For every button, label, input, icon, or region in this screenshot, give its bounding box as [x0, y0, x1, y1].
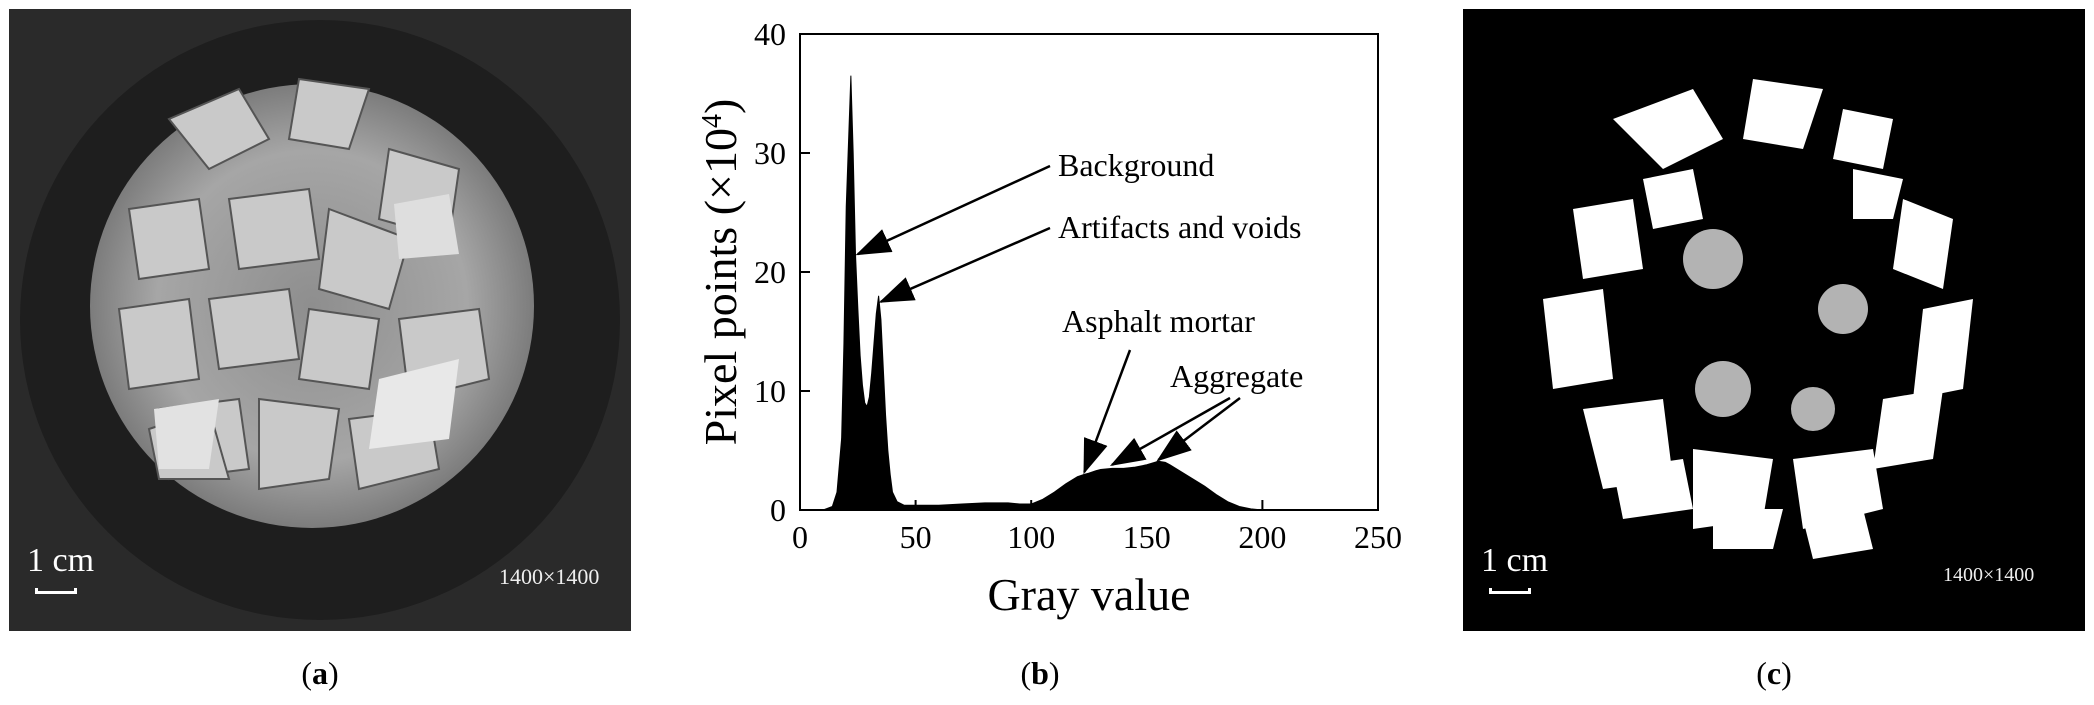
caption-paren: (: [301, 655, 312, 691]
caption-paren: ): [1048, 655, 1060, 691]
x-tick-label: 0: [792, 519, 808, 555]
x-tick-label: 200: [1238, 519, 1286, 555]
caption-letter: b: [1031, 655, 1049, 691]
annotation-label: Aggregate: [1170, 358, 1303, 394]
x-axis-label: Gray value: [987, 569, 1190, 620]
scale-label: 1 cm: [1481, 542, 1549, 579]
annotation-arrow: [1156, 397, 1241, 462]
y-tick-label: 20: [754, 254, 786, 290]
caption-paren: ): [1781, 655, 1792, 691]
caption-letter: a: [312, 655, 328, 691]
x-tick-label: 50: [900, 519, 932, 555]
binary-segmented-image: [1463, 9, 2085, 631]
y-tick-label: 0: [770, 492, 786, 528]
caption-paren: (: [1756, 655, 1767, 691]
x-tick-label: 250: [1354, 519, 1402, 555]
caption-a: (a): [280, 655, 360, 692]
annotation-arrow: [1083, 349, 1132, 475]
scale-bar-a: 1 cm: [27, 542, 95, 594]
scale-bar-line: [35, 588, 77, 594]
x-tick-label: 100: [1007, 519, 1055, 555]
annotation-arrow: [855, 164, 1051, 256]
histogram-area: [800, 75, 1378, 511]
caption-c: (c): [1734, 655, 1814, 692]
y-tick-label: 30: [754, 135, 786, 171]
resolution-label: 1400×1400: [1943, 564, 2035, 586]
scale-bar-line: [1489, 588, 1531, 594]
ct-slice-image: [9, 9, 631, 631]
y-tick-label: 10: [754, 373, 786, 409]
caption-paren: ): [328, 655, 339, 691]
caption-letter: c: [1766, 655, 1782, 691]
scale-bar-c: 1 cm: [1481, 542, 1549, 594]
annotation-label: Asphalt mortar: [1062, 303, 1255, 339]
scale-label: 1 cm: [27, 542, 95, 579]
y-axis-label: Pixel points (×104): [695, 99, 746, 446]
annotation-label: Background: [1058, 147, 1214, 183]
ct-image-panel: 1 cm 1400×1400: [9, 9, 631, 631]
annotation-arrow: [1109, 396, 1231, 467]
y-tick-label: 40: [754, 16, 786, 52]
gray-value-histogram: 0 50 100 150 200 250 0 10 20 30 40 Gray value Pixel …: [695, 16, 1402, 620]
annotation-arrow: [878, 226, 1051, 303]
caption-b: (b): [1000, 655, 1080, 692]
x-tick-label: 150: [1123, 519, 1171, 555]
resolution-label: 1400×1400: [499, 564, 600, 589]
annotation-label: Artifacts and voids: [1058, 209, 1302, 245]
caption-paren: (: [1020, 655, 1032, 691]
binary-image-panel: 1 cm 1400×1400: [1463, 9, 2085, 631]
